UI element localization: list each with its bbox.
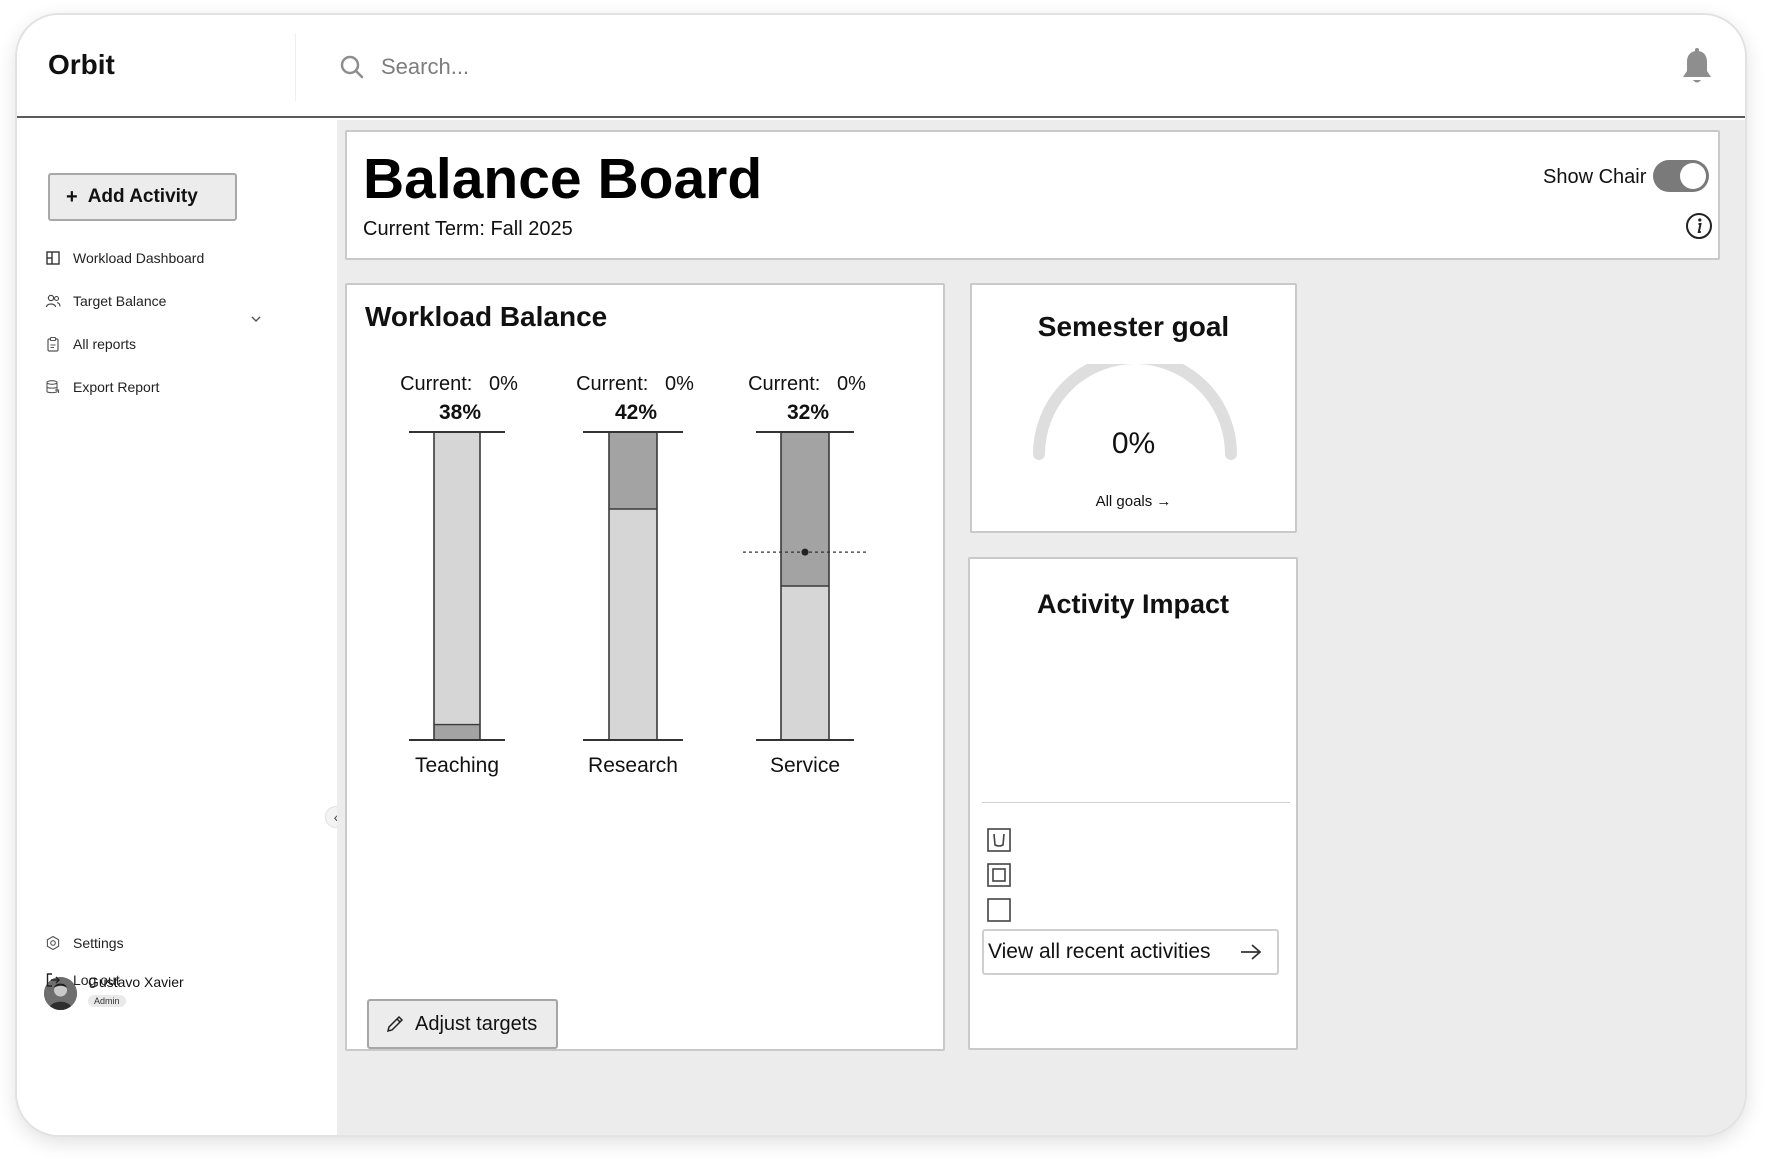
sidebar-item-label: Workload Dashboard bbox=[73, 250, 205, 266]
target-label: 32% bbox=[787, 401, 829, 424]
user-name: Gustavo Xavier bbox=[88, 974, 184, 990]
chevron-down-icon[interactable] bbox=[249, 312, 263, 326]
sidebar-item-workload-dashboard[interactable]: Workload Dashboard bbox=[45, 245, 204, 271]
settings-link[interactable]: Settings bbox=[45, 930, 124, 956]
logout-link[interactable]: Log out bbox=[45, 967, 120, 993]
goal-title: Semester goal bbox=[1037, 311, 1230, 342]
show-chair-toggle[interactable] bbox=[1653, 160, 1709, 192]
add-activity-label: Add Activity bbox=[87, 186, 198, 207]
target-label: 38% bbox=[439, 401, 481, 424]
arrow-right-icon bbox=[1241, 944, 1262, 960]
semester-goal-card: Semester goal 0% All goals → bbox=[970, 283, 1297, 533]
top-bar: Orbit bbox=[17, 15, 1745, 118]
avatar bbox=[44, 977, 77, 1010]
current-label: Current: 0% bbox=[576, 373, 694, 395]
activity-impact-card: Activity Impact View all recent activiti… bbox=[968, 557, 1298, 1050]
bar-fill-teaching bbox=[434, 724, 480, 740]
current-label: Current: 0% bbox=[748, 373, 866, 395]
page-header: Balance Board Current Term: Fall 2025 Sh… bbox=[345, 130, 1720, 260]
view-all-label: View all recent activities bbox=[988, 940, 1211, 963]
divider bbox=[295, 33, 296, 101]
category-label: Teaching bbox=[415, 754, 499, 777]
impact-title: Activity Impact bbox=[1036, 589, 1230, 619]
sidebar-item-target-balance[interactable]: Target Balance bbox=[45, 288, 166, 314]
users-icon bbox=[45, 294, 61, 308]
bell-icon[interactable] bbox=[1679, 47, 1715, 87]
gauge-track bbox=[1033, 364, 1237, 460]
settings-label: Settings bbox=[73, 935, 124, 951]
settings-icon bbox=[46, 935, 60, 951]
square-empty-icon[interactable] bbox=[986, 897, 1012, 923]
workload-balance-card: Workload Balance Current: 0% 38% Teaching C… bbox=[345, 283, 945, 1051]
sidebar-item-label: Target Balance bbox=[73, 293, 167, 309]
view-all-activities-button[interactable]: View all recent activities bbox=[982, 929, 1279, 975]
bar-teaching bbox=[434, 432, 480, 740]
app-logo: Orbit bbox=[48, 49, 115, 80]
square-filled-icon[interactable] bbox=[986, 862, 1012, 888]
bar-fill-service bbox=[781, 432, 829, 586]
bar-fill-research bbox=[609, 432, 657, 509]
all-goals-link[interactable]: All goals → bbox=[1095, 493, 1172, 510]
search-input[interactable] bbox=[381, 50, 981, 84]
sidebar-item-export-report[interactable]: Export Report bbox=[45, 374, 159, 400]
sidebar-item-label: Export Report bbox=[73, 379, 160, 395]
page-title: Balance Board bbox=[363, 147, 763, 211]
workload-title: Workload Balance bbox=[365, 301, 608, 332]
logout-icon bbox=[46, 973, 60, 987]
term-label: Current Term: Fall 2025 bbox=[363, 218, 573, 240]
goal-percentage: 0% bbox=[1111, 427, 1156, 460]
clipboard-icon bbox=[47, 336, 59, 352]
sidebar-item-label: All reports bbox=[73, 336, 137, 352]
goal-gauge bbox=[1033, 364, 1237, 460]
current-label: Current: 0% bbox=[400, 373, 518, 395]
target-marker-dot bbox=[801, 548, 809, 556]
cup-icon[interactable] bbox=[986, 827, 1012, 853]
pencil-icon bbox=[386, 1015, 404, 1033]
sidebar bbox=[17, 120, 337, 1135]
avatar-image bbox=[44, 977, 77, 1010]
layout-icon bbox=[46, 251, 60, 265]
show-chair-label: Show Chair bbox=[1543, 166, 1647, 188]
user-role-badge: Admin bbox=[88, 995, 126, 1007]
add-activity-button[interactable]: + Add Activity bbox=[48, 173, 237, 221]
plus-icon: + bbox=[66, 185, 78, 208]
workload-chart: Current: 0% 38% Teaching Current: 0% 42% Rese… bbox=[400, 373, 867, 777]
category-label: Research bbox=[588, 754, 678, 777]
database-icon bbox=[46, 380, 60, 394]
search-icon bbox=[340, 55, 364, 79]
adjust-targets-label: Adjust targets bbox=[415, 1012, 538, 1035]
toggle-knob bbox=[1680, 163, 1706, 189]
chevron-left-icon: ‹ bbox=[333, 809, 339, 825]
adjust-targets-button[interactable]: Adjust targets bbox=[367, 999, 558, 1049]
info-icon[interactable] bbox=[1685, 212, 1713, 240]
divider bbox=[982, 802, 1290, 803]
target-label: 42% bbox=[615, 401, 657, 424]
sidebar-item-all-reports[interactable]: All reports bbox=[45, 331, 136, 357]
category-label: Service bbox=[770, 754, 840, 777]
logout-label: Log out bbox=[73, 972, 120, 988]
